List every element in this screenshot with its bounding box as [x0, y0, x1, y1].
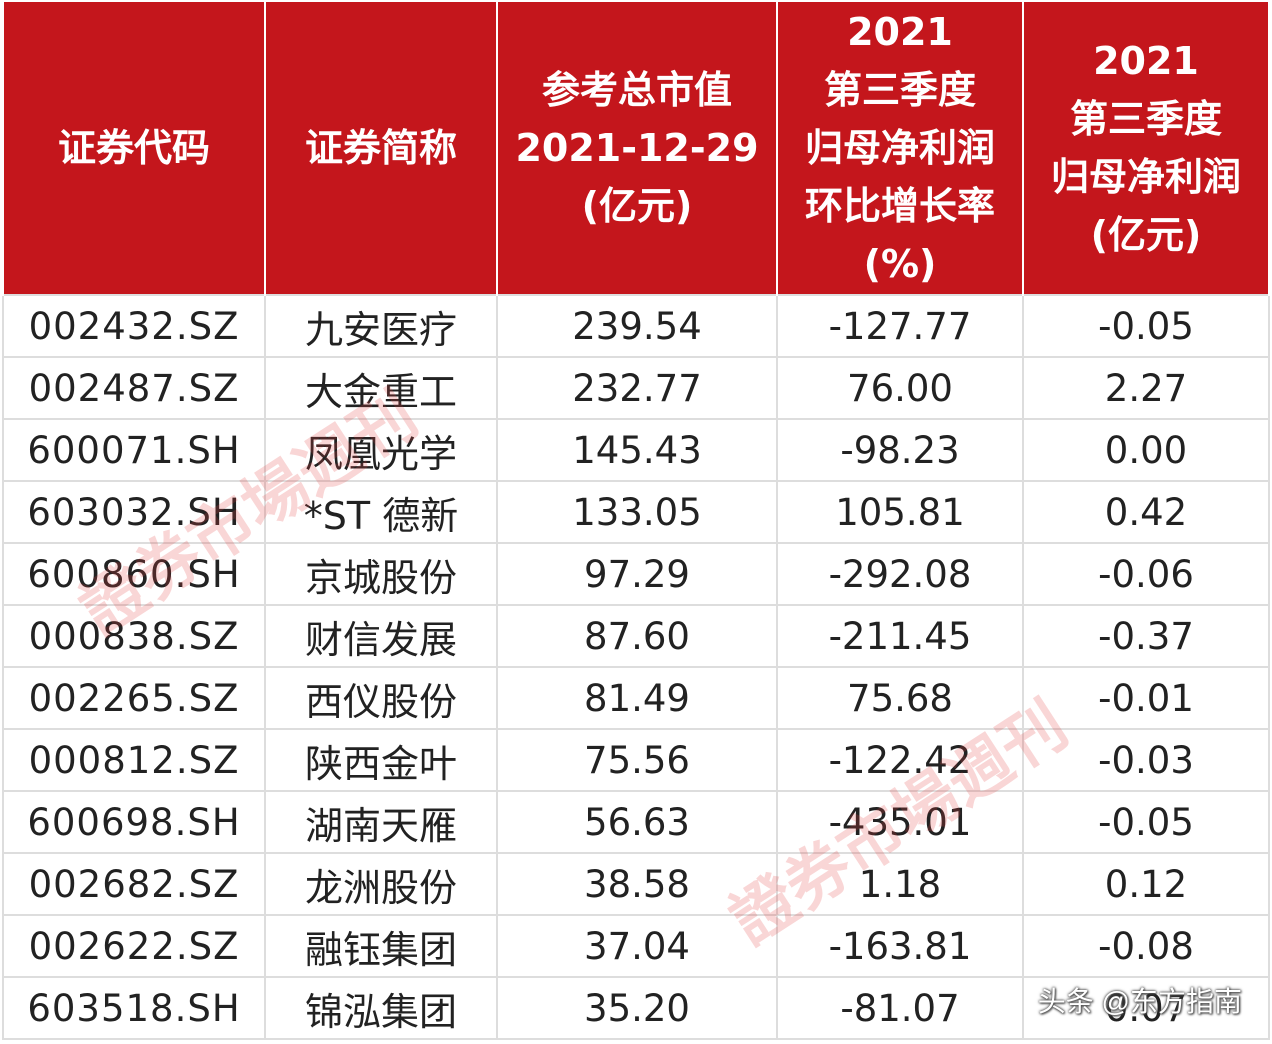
- cell-security-code: 600860.SH: [2, 542, 266, 606]
- cell-profit-growth: 75.68: [776, 666, 1024, 730]
- cell-security-name: 京城股份: [264, 542, 498, 606]
- cell-net-profit: 2.27: [1022, 356, 1270, 420]
- cell-net-profit: -0.03: [1022, 728, 1270, 792]
- table-row: 002265.SZ 西仪股份 81.49 75.68 -0.01: [2, 666, 1270, 730]
- cell-security-code: 600698.SH: [2, 790, 266, 854]
- table-body: 002432.SZ 九安医疗 239.54 -127.77 -0.05 002487.SZ…: [2, 294, 1270, 1040]
- cell-profit-growth: -81.07: [776, 976, 1024, 1040]
- cell-security-code: 600071.SH: [2, 418, 266, 482]
- cell-market-cap: 232.77: [496, 356, 778, 420]
- cell-market-cap: 37.04: [496, 914, 778, 978]
- cell-market-cap: 87.60: [496, 604, 778, 668]
- cell-security-code: 000812.SZ: [2, 728, 266, 792]
- cell-profit-growth: 1.18: [776, 852, 1024, 916]
- cell-security-name: 陕西金叶: [264, 728, 498, 792]
- header-line: 归母净利润: [804, 126, 995, 170]
- cell-profit-growth: -292.08: [776, 542, 1024, 606]
- cell-market-cap: 97.29: [496, 542, 778, 606]
- cell-market-cap: 145.43: [496, 418, 778, 482]
- cell-market-cap: 133.05: [496, 480, 778, 544]
- cell-net-profit: -0.06: [1022, 542, 1270, 606]
- cell-security-name: 龙洲股份: [264, 852, 498, 916]
- header-line: 第三季度: [1069, 97, 1222, 141]
- cell-market-cap: 38.58: [496, 852, 778, 916]
- table-row: 600860.SH 京城股份 97.29 -292.08 -0.06: [2, 542, 1270, 606]
- cell-net-profit: -0.05: [1022, 294, 1270, 358]
- cell-profit-growth: -98.23: [776, 418, 1024, 482]
- cell-security-name: 凤凰光学: [264, 418, 498, 482]
- table-row: 000812.SZ 陕西金叶 75.56 -122.42 -0.03: [2, 728, 1270, 792]
- header-net-profit: 2021 第三季度归母净利润 (亿元): [1022, 2, 1270, 295]
- header-line: 归母净利润: [1050, 155, 1241, 199]
- cell-net-profit: 0.12: [1022, 852, 1270, 916]
- cell-security-name: 财信发展: [264, 604, 498, 668]
- cell-security-code: 002682.SZ: [2, 852, 266, 916]
- header-line: 证券简称: [304, 126, 457, 170]
- cell-net-profit: 0.00: [1022, 418, 1270, 482]
- cell-profit-growth: -127.77: [776, 294, 1024, 358]
- cell-profit-growth: -435.01: [776, 790, 1024, 854]
- header-profit-growth: 2021 第三季度归母净利润环比增长率 (%): [776, 2, 1024, 295]
- cell-profit-growth: 105.81: [776, 480, 1024, 544]
- table-row: 600071.SH 凤凰光学 145.43 -98.23 0.00: [2, 418, 1270, 482]
- table-row: 002682.SZ 龙洲股份 38.58 1.18 0.12: [2, 852, 1270, 916]
- table-row: 603032.SH *ST 德新 133.05 105.81 0.42: [2, 480, 1270, 544]
- header-line: (亿元): [1090, 213, 1202, 257]
- cell-market-cap: 81.49: [496, 666, 778, 730]
- cell-market-cap: 35.20: [496, 976, 778, 1040]
- header-security-code: 证券代码: [2, 2, 266, 295]
- cell-market-cap: 239.54: [496, 294, 778, 358]
- cell-market-cap: 56.63: [496, 790, 778, 854]
- cell-net-profit: 0.07: [1022, 976, 1270, 1040]
- cell-security-code: 603518.SH: [2, 976, 266, 1040]
- cell-market-cap: 75.56: [496, 728, 778, 792]
- cell-security-name: 大金重工: [264, 356, 498, 420]
- header-line: 2021: [847, 10, 953, 54]
- header-line: 环比增长率: [804, 184, 995, 228]
- header-row: 证券代码 证券简称 参考总市值 2021-12-29 (亿元) 2021 第三季度归母净利润…: [2, 2, 1270, 295]
- cell-security-name: 融钰集团: [264, 914, 498, 978]
- table-row: 600698.SH 湖南天雁 56.63 -435.01 -0.05: [2, 790, 1270, 854]
- cell-security-name: 九安医疗: [264, 294, 498, 358]
- cell-profit-growth: -211.45: [776, 604, 1024, 668]
- cell-net-profit: -0.05: [1022, 790, 1270, 854]
- table-row: 002487.SZ 大金重工 232.77 76.00 2.27: [2, 356, 1270, 420]
- header-security-name: 证券简称: [264, 2, 498, 295]
- cell-profit-growth: -122.42: [776, 728, 1024, 792]
- header-line: (亿元): [581, 184, 693, 228]
- cell-security-code: 002487.SZ: [2, 356, 266, 420]
- cell-net-profit: 0.42: [1022, 480, 1270, 544]
- cell-security-name: 西仪股份: [264, 666, 498, 730]
- cell-security-code: 603032.SH: [2, 480, 266, 544]
- table-row: 002432.SZ 九安医疗 239.54 -127.77 -0.05: [2, 294, 1270, 358]
- source-credit: 头条 @东方指南: [1037, 986, 1242, 1017]
- header-line: 参考总市值: [541, 68, 732, 112]
- cell-security-code: 002265.SZ: [2, 666, 266, 730]
- cell-net-profit: -0.08: [1022, 914, 1270, 978]
- cell-security-code: 000838.SZ: [2, 604, 266, 668]
- cell-security-code: 002622.SZ: [2, 914, 266, 978]
- header-line: 2021: [1093, 39, 1199, 83]
- header-line: 证券代码: [57, 126, 210, 170]
- cell-security-name: *ST 德新: [264, 480, 498, 544]
- cell-security-name: 湖南天雁: [264, 790, 498, 854]
- table-row: 603518.SH 锦泓集团 35.20 -81.07 0.07: [2, 976, 1270, 1040]
- header-line: 第三季度: [823, 68, 976, 112]
- cell-profit-growth: -163.81: [776, 914, 1024, 978]
- table-row: 002622.SZ 融钰集团 37.04 -163.81 -0.08: [2, 914, 1270, 978]
- header-market-cap: 参考总市值 2021-12-29 (亿元): [496, 2, 778, 295]
- cell-security-name: 锦泓集团: [264, 976, 498, 1040]
- table-header: 证券代码 证券简称 参考总市值 2021-12-29 (亿元) 2021 第三季度归母净利润…: [2, 2, 1270, 295]
- cell-net-profit: -0.01: [1022, 666, 1270, 730]
- header-line: 2021-12-29: [515, 126, 759, 170]
- table-row: 000838.SZ 财信发展 87.60 -211.45 -0.37: [2, 604, 1270, 668]
- header-line: (%): [863, 242, 937, 286]
- cell-security-code: 002432.SZ: [2, 294, 266, 358]
- cell-profit-growth: 76.00: [776, 356, 1024, 420]
- cell-net-profit: -0.37: [1022, 604, 1270, 668]
